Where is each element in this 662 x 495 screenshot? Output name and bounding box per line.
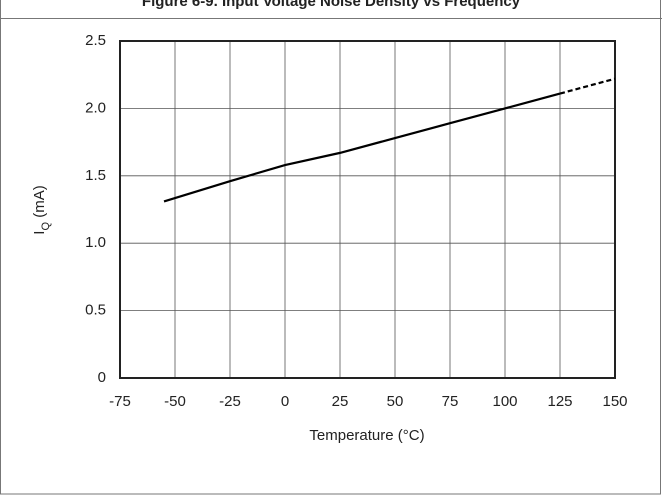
x-tick-label: 50	[387, 393, 404, 410]
y-tick-label: 0	[98, 369, 106, 386]
y-tick-label: 0.5	[85, 302, 106, 319]
y-tick-label: 2.0	[85, 99, 106, 116]
x-tick-label: 75	[442, 393, 459, 410]
x-tick-label: -50	[164, 393, 186, 410]
x-tick-label: -25	[219, 393, 241, 410]
data-line	[163, 92, 561, 203]
chart-title: Figure 6-9. Input Voltage Noise Density …	[142, 0, 521, 10]
plot-border	[119, 40, 616, 379]
y-axis-label: IQ (mA)	[31, 185, 52, 234]
x-tick-label: 25	[332, 393, 349, 410]
data-line	[559, 77, 616, 95]
y-tick-label: 1.0	[85, 234, 106, 251]
x-axis-label: Temperature (°C)	[309, 427, 424, 444]
x-tick-label: 100	[492, 393, 517, 410]
x-tick-label: 0	[281, 393, 289, 410]
x-tick-label: 150	[602, 393, 627, 410]
y-tick-label: 1.5	[85, 167, 106, 184]
x-tick-label: 125	[547, 393, 572, 410]
y-label-sub: Q	[40, 222, 52, 231]
x-tick-label: -75	[109, 393, 131, 410]
y-tick-label: 2.5	[85, 32, 106, 49]
y-label-unit: (mA)	[31, 185, 48, 222]
y-label-main: I	[31, 231, 48, 235]
